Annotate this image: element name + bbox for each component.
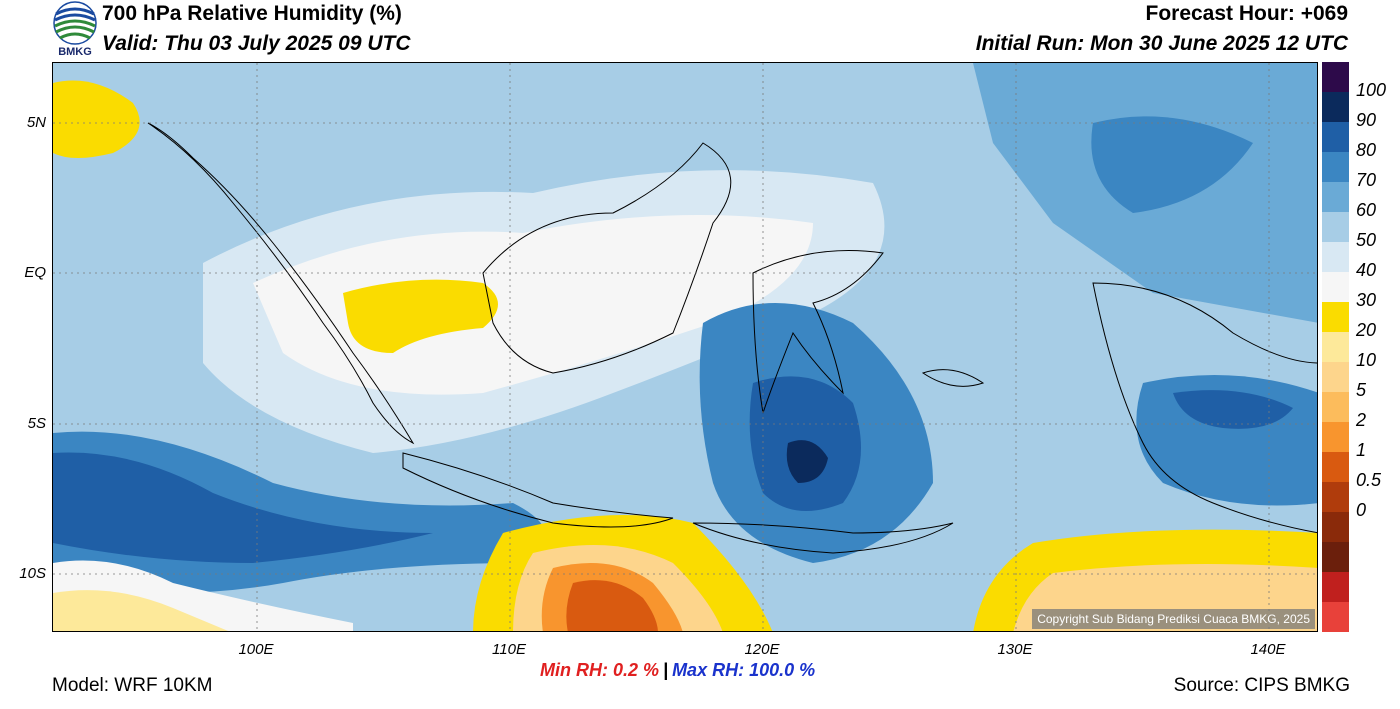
colorbar-swatch xyxy=(1322,182,1349,213)
colorbar-swatch xyxy=(1322,332,1349,363)
bmkg-logo-emblem xyxy=(53,1,97,45)
lat-label-10s: 10S xyxy=(19,565,46,582)
field-sw-core xyxy=(53,452,433,563)
min-max-rh: Min RH: 0.2 % | Max RH: 100.0 % xyxy=(540,660,815,681)
forecast-hour: Forecast Hour: +069 xyxy=(1145,2,1349,25)
colorbar-label: 10 xyxy=(1356,350,1377,370)
colorbar-swatch xyxy=(1322,62,1349,93)
initial-run: Initial Run: Mon 30 June 2025 12 UTC xyxy=(975,32,1348,55)
model-label: Model: WRF 10KM xyxy=(52,675,213,696)
colorbar-swatch xyxy=(1322,242,1349,273)
field-dry-sw xyxy=(53,590,229,631)
map-title: 700 hPa Relative Humidity (%) xyxy=(102,2,402,25)
colorbar-swatch xyxy=(1322,542,1349,573)
field-png-core xyxy=(1173,390,1293,429)
bmkg-logo: BMKG xyxy=(52,0,98,60)
colorbar-label: 0.5 xyxy=(1356,470,1382,490)
lon-label-110e: 110E xyxy=(492,641,526,658)
field-ne-core xyxy=(1091,116,1253,213)
lon-label-100e: 100E xyxy=(238,641,274,658)
colorbar-label: 1 xyxy=(1356,440,1367,460)
field-dry-sumatra xyxy=(343,279,498,353)
lon-label-140e: 140E xyxy=(1250,641,1286,658)
humidity-map: Copyright Sub Bidang Prediksi Cuaca BMKG… xyxy=(52,62,1318,632)
colorbar-label: 50 xyxy=(1356,230,1377,250)
valid-time: Valid: Thu 03 July 2025 09 UTC xyxy=(102,32,411,55)
colorbar-label: 20 xyxy=(1356,320,1377,340)
lat-label-eq: EQ xyxy=(24,264,46,281)
colorbar-label: 60 xyxy=(1356,200,1377,220)
colorbar-swatch xyxy=(1322,122,1349,153)
field-dry-nw xyxy=(53,80,140,158)
logo-text: BMKG xyxy=(58,46,92,58)
colorbar-swatch xyxy=(1322,512,1349,543)
colorbar-swatch xyxy=(1322,602,1349,633)
colorbar-swatch xyxy=(1322,482,1349,513)
colorbar-label: 70 xyxy=(1356,170,1377,190)
colorbar-label: 2 xyxy=(1356,410,1367,430)
lat-label-5n: 5N xyxy=(26,114,46,131)
coastlines xyxy=(147,122,1317,554)
colorbar-swatch xyxy=(1322,212,1349,243)
field-east-peak xyxy=(786,440,828,483)
colorbar-swatch xyxy=(1322,392,1349,423)
coast-java xyxy=(402,452,674,528)
colorbar-label: 0 xyxy=(1356,500,1367,520)
colorbar-swatch xyxy=(1322,422,1349,453)
colorbar-swatch xyxy=(1322,92,1349,123)
lon-label-120e: 120E xyxy=(744,641,780,658)
coast-lesser-sunda xyxy=(692,522,954,554)
colorbar-swatch xyxy=(1322,572,1349,603)
colorbar-label: 40 xyxy=(1356,260,1377,280)
source-label: Source: CIPS BMKG xyxy=(1173,675,1350,696)
field-dry-south-core xyxy=(566,580,658,631)
coast-sulawesi xyxy=(752,250,884,414)
colorbar-swatch xyxy=(1322,152,1349,183)
coast-new-guinea xyxy=(1092,282,1317,534)
coast-maluku xyxy=(921,369,985,387)
colorbar xyxy=(1322,62,1349,633)
coast-borneo xyxy=(482,142,732,374)
colorbar-swatch xyxy=(1322,362,1349,393)
colorbar-label: 5 xyxy=(1356,380,1367,400)
colorbar-swatch xyxy=(1322,452,1349,483)
colorbar-swatches xyxy=(1322,62,1349,633)
min-rh: Min RH: 0.2 % xyxy=(540,660,660,680)
min-max-separator: | xyxy=(663,660,669,680)
lat-label-5s: 5S xyxy=(27,415,46,432)
colorbar-label: 90 xyxy=(1356,110,1377,130)
map-canvas xyxy=(53,63,1317,631)
colorbar-swatch xyxy=(1322,272,1349,303)
colorbar-label: 100 xyxy=(1356,80,1387,100)
colorbar-label: 30 xyxy=(1356,290,1377,310)
colorbar-swatch xyxy=(1322,302,1349,333)
lon-label-130e: 130E xyxy=(997,641,1033,658)
coast-sumatra xyxy=(147,122,415,445)
copyright-notice: Copyright Sub Bidang Prediksi Cuaca BMKG… xyxy=(1032,609,1315,629)
max-rh: Max RH: 100.0 % xyxy=(672,660,816,680)
colorbar-label: 80 xyxy=(1356,140,1377,160)
graticule xyxy=(53,63,1317,631)
